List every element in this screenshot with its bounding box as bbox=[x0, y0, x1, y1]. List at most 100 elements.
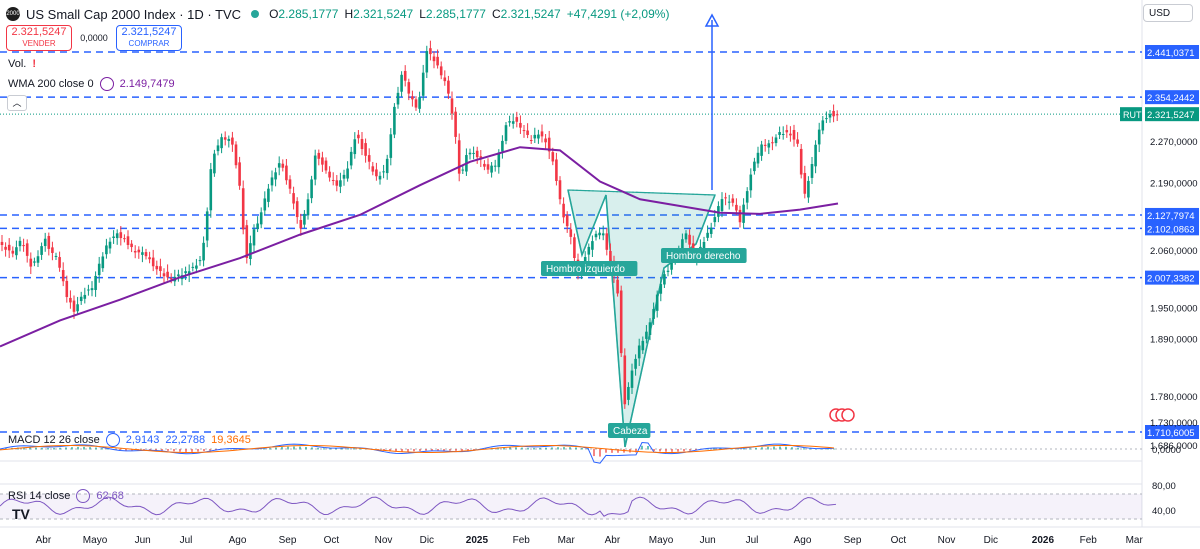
level-label-bg bbox=[1145, 425, 1199, 439]
macd-histogram-bar bbox=[671, 449, 673, 452]
candle-body bbox=[241, 188, 245, 230]
macd-histogram-bar bbox=[191, 449, 193, 452]
rsi-legend[interactable]: RSI 14 close 62,68 bbox=[8, 489, 124, 503]
time-tick-label: Dic bbox=[984, 535, 998, 546]
macd-histogram-bar bbox=[653, 449, 655, 452]
candle-body bbox=[108, 241, 112, 249]
warning-icon[interactable]: ! bbox=[32, 58, 37, 70]
candle-body bbox=[461, 169, 465, 171]
candle-body bbox=[151, 257, 155, 267]
visibility-icon[interactable] bbox=[99, 77, 114, 91]
candle-body bbox=[101, 256, 105, 269]
macd-histogram-bar bbox=[71, 447, 73, 450]
wma-legend[interactable]: WMA 200 close 0 2.149,7479 bbox=[8, 77, 175, 91]
macd-histogram-bar bbox=[515, 447, 517, 450]
candle-body bbox=[184, 271, 187, 274]
candle-body bbox=[303, 213, 306, 225]
candle-body bbox=[169, 278, 173, 280]
time-tick-label: Sep bbox=[279, 535, 297, 546]
candle-body bbox=[310, 179, 313, 199]
candle-body bbox=[533, 134, 537, 139]
candle-body bbox=[306, 199, 310, 216]
candle-body bbox=[706, 232, 709, 238]
macd-histogram-bar bbox=[527, 447, 529, 450]
time-tick-label: Oct bbox=[891, 535, 907, 546]
pattern-neckline bbox=[567, 189, 716, 196]
macd-histogram-bar bbox=[239, 448, 241, 450]
time-tick-label: Feb bbox=[1080, 535, 1098, 546]
candle-body bbox=[684, 233, 688, 240]
macd-histogram-bar bbox=[149, 449, 151, 451]
macd-histogram-bar bbox=[101, 448, 103, 450]
macd-histogram-bar bbox=[155, 449, 157, 451]
candle-body bbox=[803, 172, 807, 194]
price-tick-label: 1.730,0000 bbox=[1150, 418, 1198, 429]
currency-selector[interactable]: USD bbox=[1143, 4, 1193, 22]
macd-histogram-bar bbox=[167, 449, 169, 451]
label-left-shoulder-bg bbox=[541, 261, 638, 276]
buy-button[interactable]: 2.321,5247 COMPRAR bbox=[116, 25, 182, 51]
symbol-title[interactable]: US Small Cap 2000 Index · 1D · TVC bbox=[26, 6, 242, 22]
volume-legend[interactable]: Vol. ! bbox=[8, 58, 36, 70]
level-label-bg bbox=[1145, 221, 1199, 236]
candle-body bbox=[681, 239, 684, 252]
macd-histogram-bar bbox=[425, 449, 427, 451]
candle-body bbox=[688, 234, 691, 245]
macd-histogram-bar bbox=[569, 447, 571, 450]
candle-body bbox=[231, 137, 234, 145]
candle-body bbox=[429, 48, 432, 55]
candle-body bbox=[346, 168, 349, 179]
candle-body bbox=[727, 201, 731, 203]
candle-body bbox=[634, 358, 637, 369]
candle-body bbox=[475, 150, 479, 158]
macd-histogram-bar bbox=[41, 447, 43, 450]
candle-body bbox=[115, 233, 119, 239]
candle-body bbox=[774, 137, 778, 144]
time-tick-label: Jun bbox=[700, 535, 716, 546]
tradingview-logo[interactable]: TV bbox=[12, 506, 30, 522]
candle-body bbox=[191, 266, 195, 268]
candle-body bbox=[256, 223, 259, 229]
macd-legend[interactable]: MACD 12 26 close 2,9143 22,2788 19,3645 bbox=[8, 433, 251, 447]
macd-histogram-bar bbox=[833, 448, 835, 450]
candle-body bbox=[112, 236, 115, 239]
candle-body bbox=[259, 212, 263, 225]
candle-body bbox=[619, 290, 623, 354]
open-label: O bbox=[269, 7, 279, 21]
level-label: 2.441,0371 bbox=[1147, 48, 1195, 59]
candle-body bbox=[724, 197, 727, 199]
candle-body bbox=[789, 133, 792, 136]
candle-body bbox=[785, 130, 789, 133]
macd-value-1: 2,9143 bbox=[125, 434, 160, 446]
candle-body bbox=[771, 142, 774, 144]
macd-histogram-bar bbox=[419, 449, 421, 451]
collapse-legend-button[interactable]: ︿ bbox=[7, 95, 27, 111]
label-left-shoulder: Hombro izquierdo bbox=[546, 264, 625, 275]
candle-body bbox=[411, 96, 414, 100]
candle-body bbox=[540, 131, 544, 137]
candle-body bbox=[288, 179, 292, 189]
macd-label: MACD 12 26 close bbox=[8, 434, 100, 446]
macd-histogram-bar bbox=[59, 447, 61, 450]
macd-histogram-bar bbox=[575, 447, 577, 450]
rsi-visibility-icon[interactable] bbox=[76, 489, 91, 503]
candle-body bbox=[627, 386, 630, 400]
candle-body bbox=[90, 288, 94, 291]
candle-body bbox=[418, 97, 421, 109]
candle-body bbox=[447, 80, 450, 94]
macd-histogram-bar bbox=[83, 446, 85, 450]
candle-body bbox=[227, 138, 231, 141]
level-label: 2.007,3382 bbox=[1147, 274, 1195, 285]
candle-body bbox=[760, 144, 763, 156]
candle-body bbox=[11, 250, 15, 254]
last-price-label: 2.321,5247 bbox=[1147, 110, 1195, 121]
candle-body bbox=[425, 51, 429, 73]
candle-body bbox=[421, 72, 425, 96]
macd-histogram-bar bbox=[227, 448, 229, 450]
macd-visibility-icon[interactable] bbox=[105, 433, 120, 447]
candle-body bbox=[58, 257, 61, 268]
sell-button[interactable]: 2.321,5247 VENDER bbox=[6, 25, 72, 51]
candle-body bbox=[33, 261, 36, 263]
macd-histogram-bar bbox=[815, 448, 817, 450]
